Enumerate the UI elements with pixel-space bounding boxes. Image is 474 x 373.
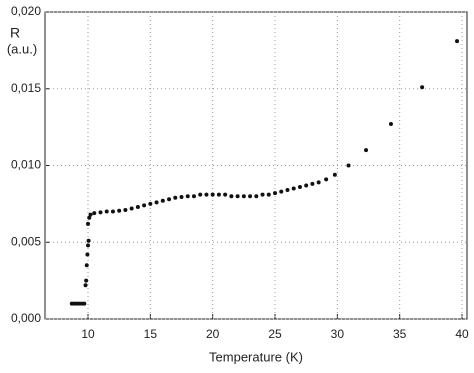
data-point xyxy=(266,192,271,197)
x-tick-label: 40 xyxy=(455,327,469,341)
data-point xyxy=(154,200,159,205)
data-point xyxy=(223,192,228,197)
data-point xyxy=(179,194,184,199)
x-tick-label: 30 xyxy=(331,327,345,341)
y-tick-label: 0,020 xyxy=(11,4,41,18)
y-tick-label: 0,015 xyxy=(11,81,41,95)
data-point xyxy=(260,192,265,197)
data-point xyxy=(82,301,87,306)
data-point xyxy=(204,192,209,197)
x-tick-label: 35 xyxy=(393,327,407,341)
x-tick-label: 10 xyxy=(81,327,95,341)
data-point xyxy=(123,208,128,213)
data-point xyxy=(173,195,178,200)
y-tick-label: 0,005 xyxy=(11,234,41,248)
data-point xyxy=(254,194,259,199)
x-tick-label: 20 xyxy=(206,327,220,341)
plot-frame xyxy=(44,11,468,320)
data-point xyxy=(279,189,284,194)
data-point xyxy=(216,192,221,197)
data-point xyxy=(83,283,88,288)
data-point xyxy=(92,211,97,216)
data-point xyxy=(84,278,89,283)
data-point xyxy=(455,39,460,44)
data-point xyxy=(98,210,103,215)
data-point xyxy=(235,194,240,199)
data-point xyxy=(85,252,90,257)
data-point xyxy=(191,194,196,199)
data-point xyxy=(285,188,290,193)
data-point xyxy=(304,183,309,188)
y-axis-unit: (a.u.) xyxy=(7,41,37,56)
data-point xyxy=(229,194,234,199)
data-point xyxy=(364,148,369,153)
y-axis-label: R xyxy=(10,25,20,41)
data-point xyxy=(185,194,190,199)
data-point xyxy=(110,209,115,214)
data-point xyxy=(104,209,109,214)
data-point xyxy=(142,203,147,208)
data-point xyxy=(420,85,425,90)
x-tick-label: 15 xyxy=(144,327,158,341)
data-point xyxy=(310,181,315,186)
data-point xyxy=(86,243,91,248)
data-point xyxy=(332,172,337,177)
data-point xyxy=(198,192,203,197)
x-axis-label: Temperature (K) xyxy=(209,349,303,364)
data-point xyxy=(117,208,122,213)
data-point xyxy=(241,194,246,199)
y-tick-label: 0,010 xyxy=(11,158,41,172)
data-point xyxy=(388,122,393,127)
data-point xyxy=(248,194,253,199)
data-point xyxy=(324,177,329,182)
data-point xyxy=(291,186,296,191)
data-point xyxy=(135,204,140,209)
data-point xyxy=(86,221,91,226)
data-point xyxy=(88,212,93,217)
data-point xyxy=(129,206,134,211)
data-point xyxy=(84,263,89,268)
data-point xyxy=(86,238,91,243)
data-point xyxy=(148,201,153,206)
data-point xyxy=(273,191,278,196)
x-tick-label: 25 xyxy=(268,327,282,341)
data-point xyxy=(160,198,165,203)
data-point xyxy=(87,215,92,220)
data-point xyxy=(167,197,172,202)
data-point xyxy=(297,184,302,189)
data-point xyxy=(210,192,215,197)
y-tick-label: 0,000 xyxy=(11,311,41,325)
data-point xyxy=(346,163,351,168)
data-point xyxy=(316,180,321,185)
